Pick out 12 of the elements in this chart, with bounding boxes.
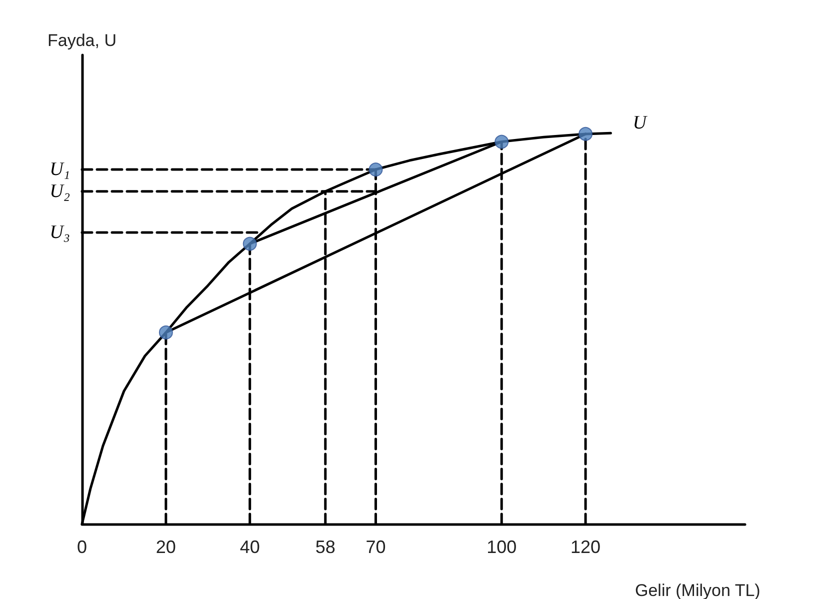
x-tick-label: 20 (156, 537, 176, 557)
x-tick-label: 0 (76, 537, 88, 557)
x-tick-label: 120 (570, 537, 601, 557)
series-label: U₃ (50, 222, 70, 243)
x-tick-label: 58 (315, 537, 336, 557)
series-label: U₁ (50, 159, 70, 180)
series-label: U (632, 112, 648, 134)
series-label: U₂ (50, 180, 70, 202)
x-tick-label: 100 (486, 537, 517, 557)
x-tick-label: 40 (240, 537, 260, 557)
x-tick-label: 70 (366, 537, 386, 557)
y-axis-title: Fayda, U (48, 31, 116, 50)
